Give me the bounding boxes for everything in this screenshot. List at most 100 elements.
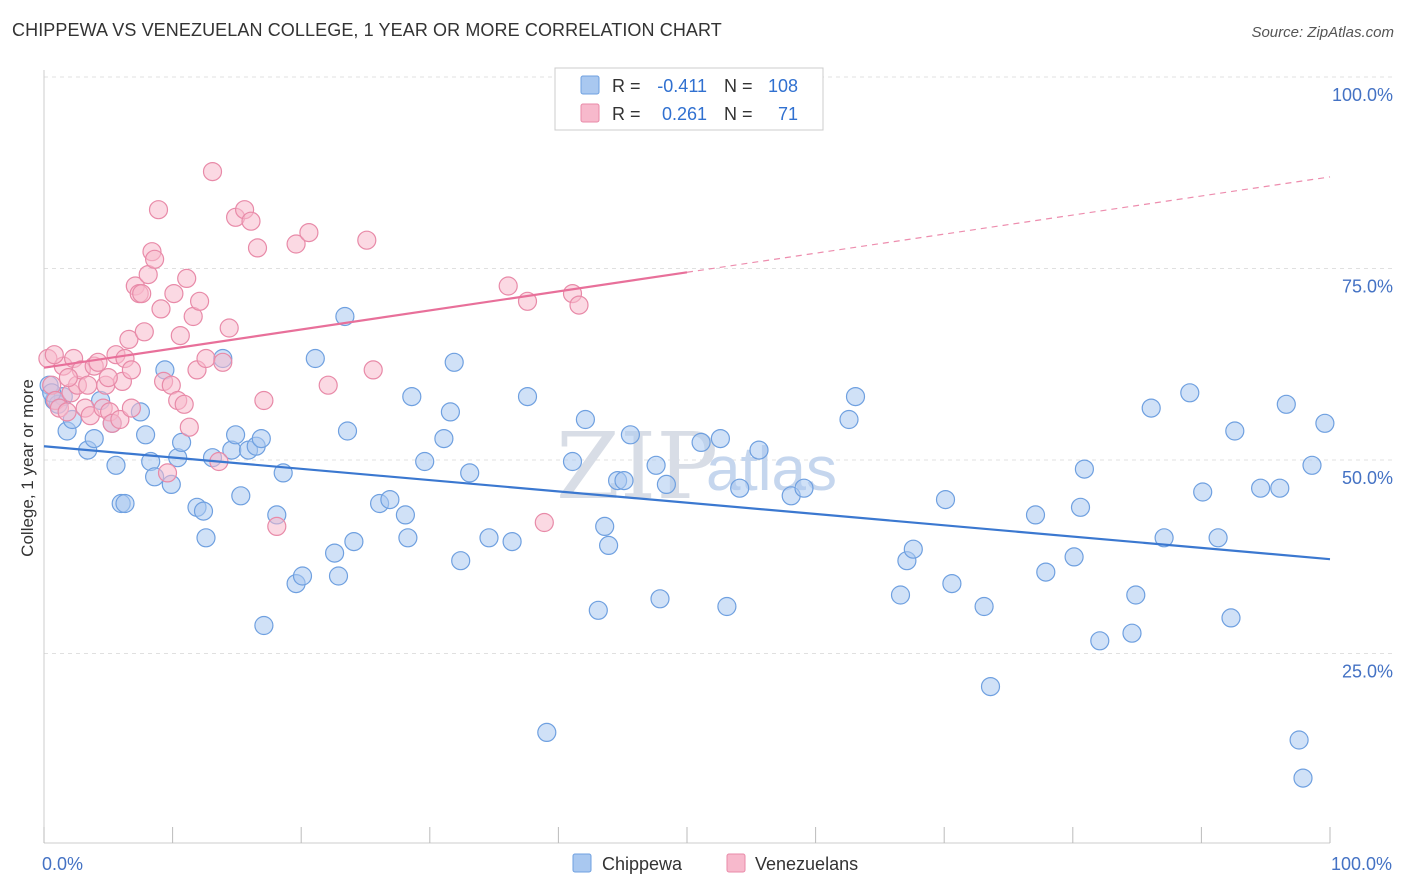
point-chippewa-56 — [537, 722, 557, 743]
point-venezuelans-54 — [254, 390, 274, 411]
y-tick-label-75: 75.0% — [1342, 277, 1393, 297]
x-tick-marks — [43, 827, 1331, 843]
point-chippewa-102 — [1289, 730, 1309, 750]
point-chippewa-49 — [440, 402, 460, 422]
point-venezuelans-36 — [164, 284, 184, 304]
y-tick-label-50: 50.0% — [1342, 468, 1393, 488]
point-chippewa-67 — [656, 474, 677, 494]
point-venezuelans-67 — [58, 368, 79, 388]
point-chippewa-44 — [395, 505, 415, 525]
x-tick-label-min: 0.0% — [42, 854, 83, 874]
y-tick-labels: 25.0% 50.0% 75.0% 100.0% — [1332, 85, 1393, 682]
point-chippewa-94 — [1180, 383, 1200, 403]
point-chippewa-104 — [1302, 455, 1322, 475]
point-venezuelans-45 — [196, 348, 216, 369]
point-chippewa-88 — [1074, 459, 1095, 479]
point-venezuelans-41 — [179, 417, 199, 437]
legend-r-value-venezuelans: 0.261 — [662, 104, 707, 124]
point-venezuelans-70 — [121, 398, 141, 418]
point-chippewa-47 — [415, 451, 435, 472]
point-chippewa-79 — [903, 539, 923, 559]
point-chippewa-53 — [479, 528, 499, 548]
point-chippewa-83 — [980, 676, 1001, 697]
point-venezuelans-22 — [119, 329, 139, 349]
point-chippewa-100 — [1270, 478, 1290, 498]
point-chippewa-35 — [292, 566, 313, 586]
point-chippewa-92 — [1141, 398, 1161, 418]
point-chippewa-77 — [890, 585, 911, 605]
point-chippewa-68 — [691, 432, 711, 452]
point-venezuelans-5 — [57, 402, 77, 422]
y-axis-label: College, 1 year or more — [18, 379, 37, 557]
points-layer — [38, 162, 1335, 788]
point-chippewa-64 — [620, 425, 641, 445]
point-chippewa-60 — [595, 516, 615, 537]
point-chippewa-76 — [845, 387, 866, 407]
gridlines — [44, 76, 1395, 654]
point-venezuelans-52 — [241, 211, 261, 231]
point-venezuelans-61 — [498, 276, 518, 296]
point-venezuelans-34 — [157, 463, 178, 483]
point-venezuelans-27 — [134, 322, 154, 342]
point-chippewa-43 — [380, 490, 400, 510]
point-venezuelans-48 — [213, 352, 233, 372]
point-chippewa-27 — [231, 486, 251, 506]
point-chippewa-93 — [1154, 528, 1174, 548]
point-venezuelans-39 — [174, 394, 194, 414]
legend-n-value-venezuelans: 71 — [778, 104, 798, 124]
chart-title: CHIPPEWA VS VENEZUELAN COLLEGE, 1 YEAR O… — [12, 20, 722, 40]
point-venezuelans-65 — [569, 295, 589, 315]
point-chippewa-31 — [254, 615, 274, 636]
point-chippewa-63 — [614, 471, 634, 491]
bottom-legend-swatch-chippewa — [572, 853, 592, 873]
point-chippewa-90 — [1122, 623, 1142, 643]
point-chippewa-103 — [1293, 768, 1313, 788]
point-venezuelans-60 — [363, 360, 383, 380]
point-chippewa-50 — [444, 352, 464, 372]
point-venezuelans-40 — [177, 268, 197, 288]
bottom-legend: Chippewa Venezuelans — [572, 853, 858, 874]
point-chippewa-72 — [749, 440, 769, 460]
point-venezuelans-68 — [78, 375, 98, 395]
point-venezuelans-30 — [145, 249, 165, 269]
legend-n-label-chippewa: N = — [724, 76, 753, 96]
point-chippewa-99 — [1250, 478, 1271, 498]
point-chippewa-69 — [710, 429, 731, 449]
point-chippewa-30 — [251, 429, 271, 449]
trend-line-chippewa — [43, 445, 1331, 561]
point-venezuelans-23 — [121, 360, 141, 380]
legend-swatch-chippewa — [580, 75, 600, 95]
point-chippewa-96 — [1208, 528, 1228, 548]
legend-n-label-venezuelans: N = — [724, 104, 753, 124]
point-chippewa-9 — [106, 455, 126, 475]
point-chippewa-39 — [335, 306, 355, 327]
bottom-legend-swatch-venezuelans — [726, 853, 746, 873]
point-chippewa-22 — [196, 528, 216, 548]
point-chippewa-59 — [588, 600, 608, 620]
point-venezuelans-31 — [148, 200, 169, 220]
point-chippewa-52 — [460, 463, 480, 483]
point-chippewa-37 — [325, 543, 345, 563]
point-chippewa-105 — [1315, 413, 1335, 433]
point-chippewa-41 — [344, 531, 364, 552]
x-tick-label-max: 100.0% — [1331, 854, 1392, 874]
point-chippewa-54 — [502, 531, 522, 552]
point-venezuelans-49 — [219, 318, 239, 338]
point-chippewa-11 — [115, 493, 135, 514]
point-venezuelans-69 — [98, 368, 118, 388]
point-chippewa-55 — [517, 387, 538, 407]
legend: R = -0.411 N = 108 R = 0.261 N = 71 — [554, 67, 824, 131]
bottom-legend-label-chippewa: Chippewa — [602, 854, 683, 874]
point-chippewa-61 — [598, 535, 619, 556]
point-venezuelans-57 — [299, 223, 319, 243]
point-chippewa-57 — [562, 451, 583, 472]
point-chippewa-87 — [1070, 497, 1091, 517]
point-chippewa-80 — [935, 490, 956, 510]
y-tick-label-25: 25.0% — [1342, 662, 1393, 682]
chart-source: Source: ZipAtlas.com — [1251, 24, 1394, 41]
series-chippewa — [39, 306, 1335, 788]
point-chippewa-85 — [1036, 562, 1056, 582]
series-venezuelans — [38, 162, 589, 537]
point-chippewa-86 — [1064, 547, 1084, 567]
